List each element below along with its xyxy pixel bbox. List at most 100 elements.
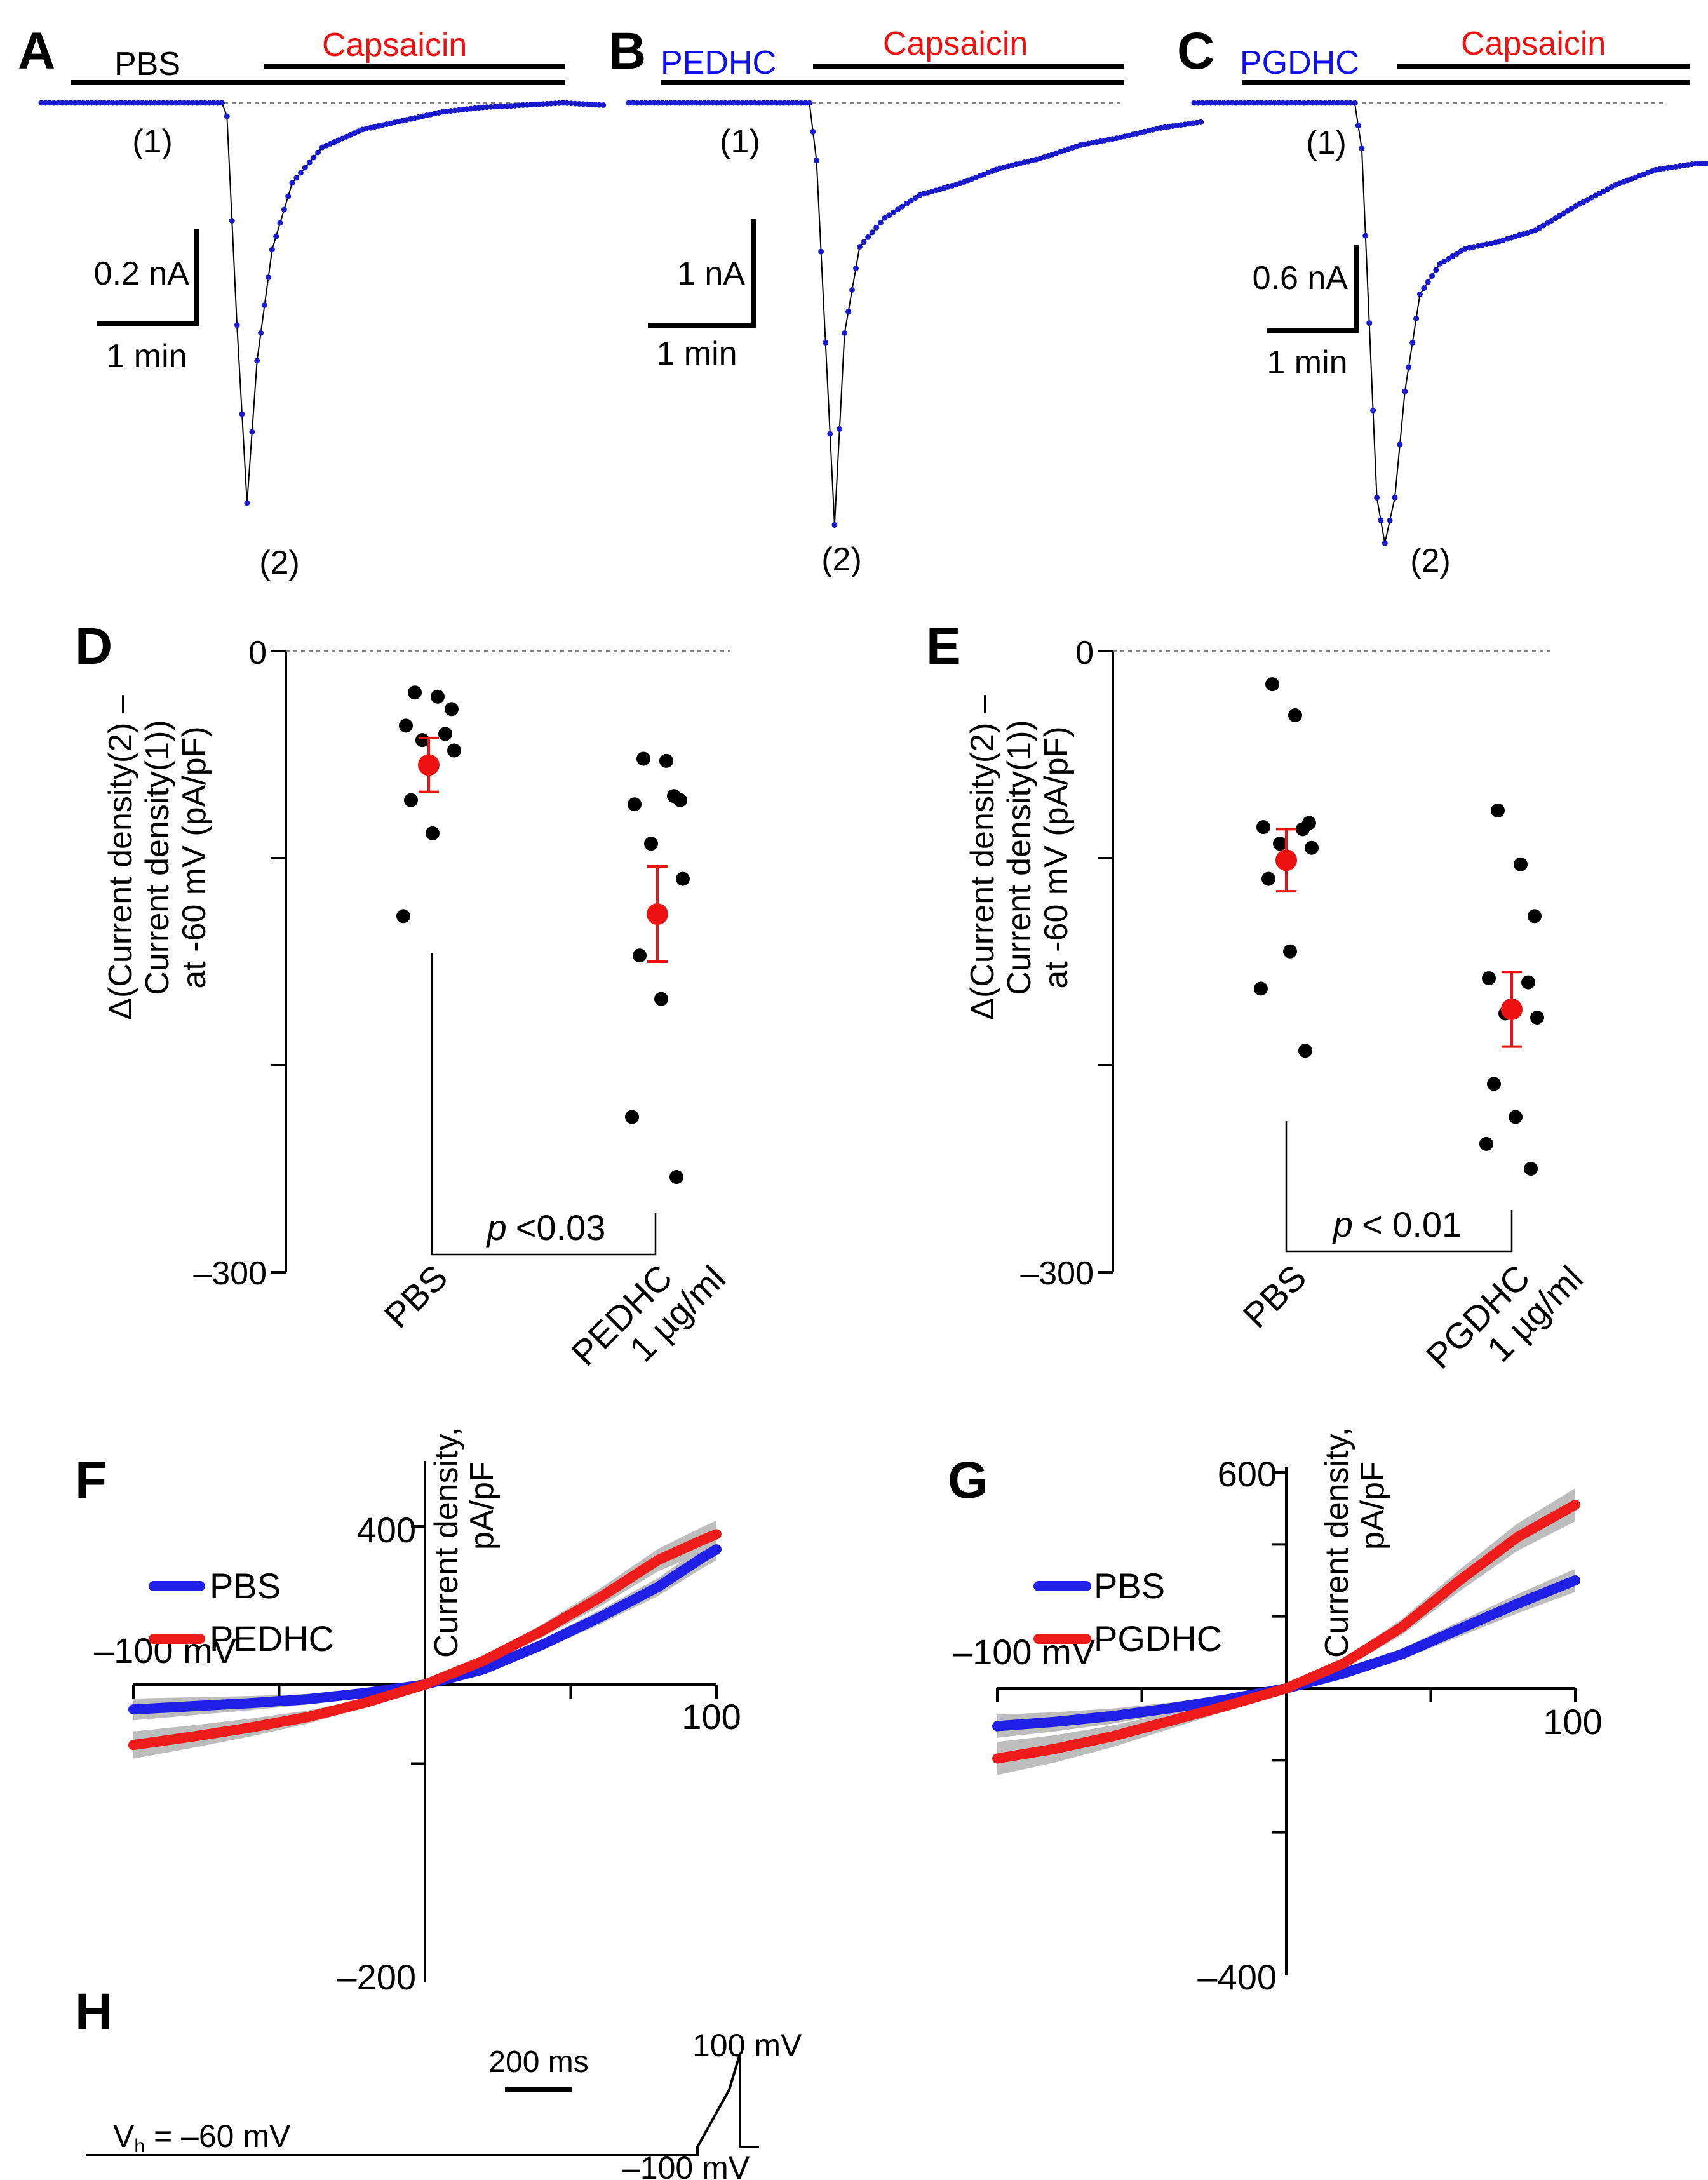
trace-sample [1284, 100, 1290, 106]
trace-sample [1254, 100, 1261, 106]
scale-time-h: 200 ms [488, 2045, 588, 2079]
scale-bar-a [97, 229, 199, 326]
trace-sample [118, 100, 124, 106]
trace-sample [680, 100, 687, 106]
trace-sample [1374, 494, 1380, 501]
trace-sample [748, 100, 754, 106]
trace-sample [1417, 291, 1423, 297]
trace-sample [105, 100, 112, 106]
trace-sample [239, 411, 245, 417]
data-point [1265, 677, 1279, 692]
trace-sample [1263, 100, 1269, 106]
trace-sample [273, 233, 279, 239]
trace-line [629, 102, 1201, 525]
trace-sample [743, 100, 750, 106]
trace-sample [1293, 100, 1299, 106]
trace-sample [751, 100, 758, 106]
trace-sample [718, 100, 724, 106]
significance-bracket-d [431, 953, 657, 1256]
trace-sample [697, 100, 703, 106]
trace-sample [756, 100, 762, 106]
trace-sample [790, 100, 796, 106]
panel-b: B PEDHC Capsaicin (1) (2) 1 nA 1 min [609, 22, 1204, 578]
panel-label-e: E [926, 617, 961, 675]
data-point [399, 718, 413, 733]
trace-sample [794, 100, 800, 106]
trace-sample [80, 100, 86, 106]
trace-sample [293, 175, 300, 181]
trace-sample [285, 193, 292, 199]
trace-sample [869, 229, 875, 236]
data-point [1509, 1110, 1523, 1124]
panel-e: E Δ(Current density(2) – Current density… [926, 617, 1590, 1376]
trace-sample [722, 100, 729, 106]
significance-bracket-e [1285, 1121, 1513, 1253]
data-point [1296, 822, 1310, 837]
data-point [438, 727, 452, 741]
trace-sample [676, 100, 682, 106]
trace-sample [1250, 100, 1256, 106]
category-label-pbs-e: PBS [1235, 1257, 1314, 1336]
svg-text:Δ(Current density(2) –: Δ(Current density(2) – [964, 695, 1001, 1020]
trace-sample [1449, 253, 1456, 259]
trace-sample [229, 218, 235, 224]
holding-label-h: Vh = –60 mV [113, 2118, 291, 2156]
y-axis-label-f: Current density, pA/pF [428, 1427, 501, 1658]
trace-sample [1475, 243, 1481, 249]
trace-sample [488, 104, 494, 110]
trace-sample [685, 100, 691, 106]
trace-sample [1246, 100, 1252, 106]
trace-sample [739, 100, 746, 106]
trace-sample [1382, 540, 1388, 546]
trace-sample [173, 100, 179, 106]
trace-sample [912, 195, 918, 201]
legend-label-pedhc-f: PEDHC [210, 1618, 334, 1659]
y-tick-bottom-f: –200 [337, 1957, 416, 1997]
trace-sample [1406, 364, 1412, 370]
trace-sample [626, 100, 632, 106]
trace-sample [177, 100, 183, 106]
trace-sample [1445, 255, 1451, 262]
trace-sample [76, 100, 82, 106]
trace-sample [1397, 441, 1403, 448]
trace-sample [1216, 100, 1223, 106]
trace-sample [55, 100, 61, 106]
marker-2-c: (2) [1410, 542, 1451, 579]
legend-label-pbs-g: PBS [1094, 1566, 1165, 1606]
y-tick-bottom-g: –400 [1197, 1957, 1277, 1997]
trace-sample [1208, 100, 1214, 106]
trace-sample [709, 100, 716, 106]
trace-sample [1370, 407, 1376, 414]
marker-2-b: (2) [821, 541, 862, 578]
data-point [1273, 837, 1287, 851]
x-tick-right-f: 100 [682, 1697, 741, 1737]
drug-label-c: Capsaicin [1461, 25, 1606, 62]
trace-sample [588, 101, 595, 107]
data-point [408, 685, 422, 700]
pre-label-c: PGDHC [1240, 44, 1359, 81]
trace-line [41, 102, 603, 504]
trace-sample [831, 521, 838, 528]
trace-sample [298, 170, 304, 176]
trace-sample [93, 100, 99, 106]
trace-sample [1275, 100, 1282, 106]
axis-ticks-g [996, 1471, 1577, 1834]
trace-sample [655, 100, 661, 106]
ramp-top-label-h: 100 mV [692, 2028, 802, 2063]
trace-sample [1387, 517, 1393, 523]
scale-time-b: 1 min [656, 335, 737, 372]
svg-text:at -60 mV (pA/pF): at -60 mV (pA/pF) [1038, 726, 1075, 988]
svg-text:pA/pF: pA/pF [1354, 1462, 1391, 1550]
svg-text:Current density(1)): Current density(1)) [1001, 720, 1038, 995]
trace-sample [735, 100, 741, 106]
trace-sample [244, 500, 250, 506]
panel-label-d: D [75, 617, 112, 675]
trace-sample [1318, 100, 1324, 106]
panel-label-a: A [18, 22, 55, 80]
trace-sample [1322, 100, 1328, 106]
trace-sample [823, 340, 829, 346]
pre-label-b: PEDHC [661, 44, 776, 81]
trace-sample [189, 100, 196, 106]
data-point [1256, 820, 1270, 835]
